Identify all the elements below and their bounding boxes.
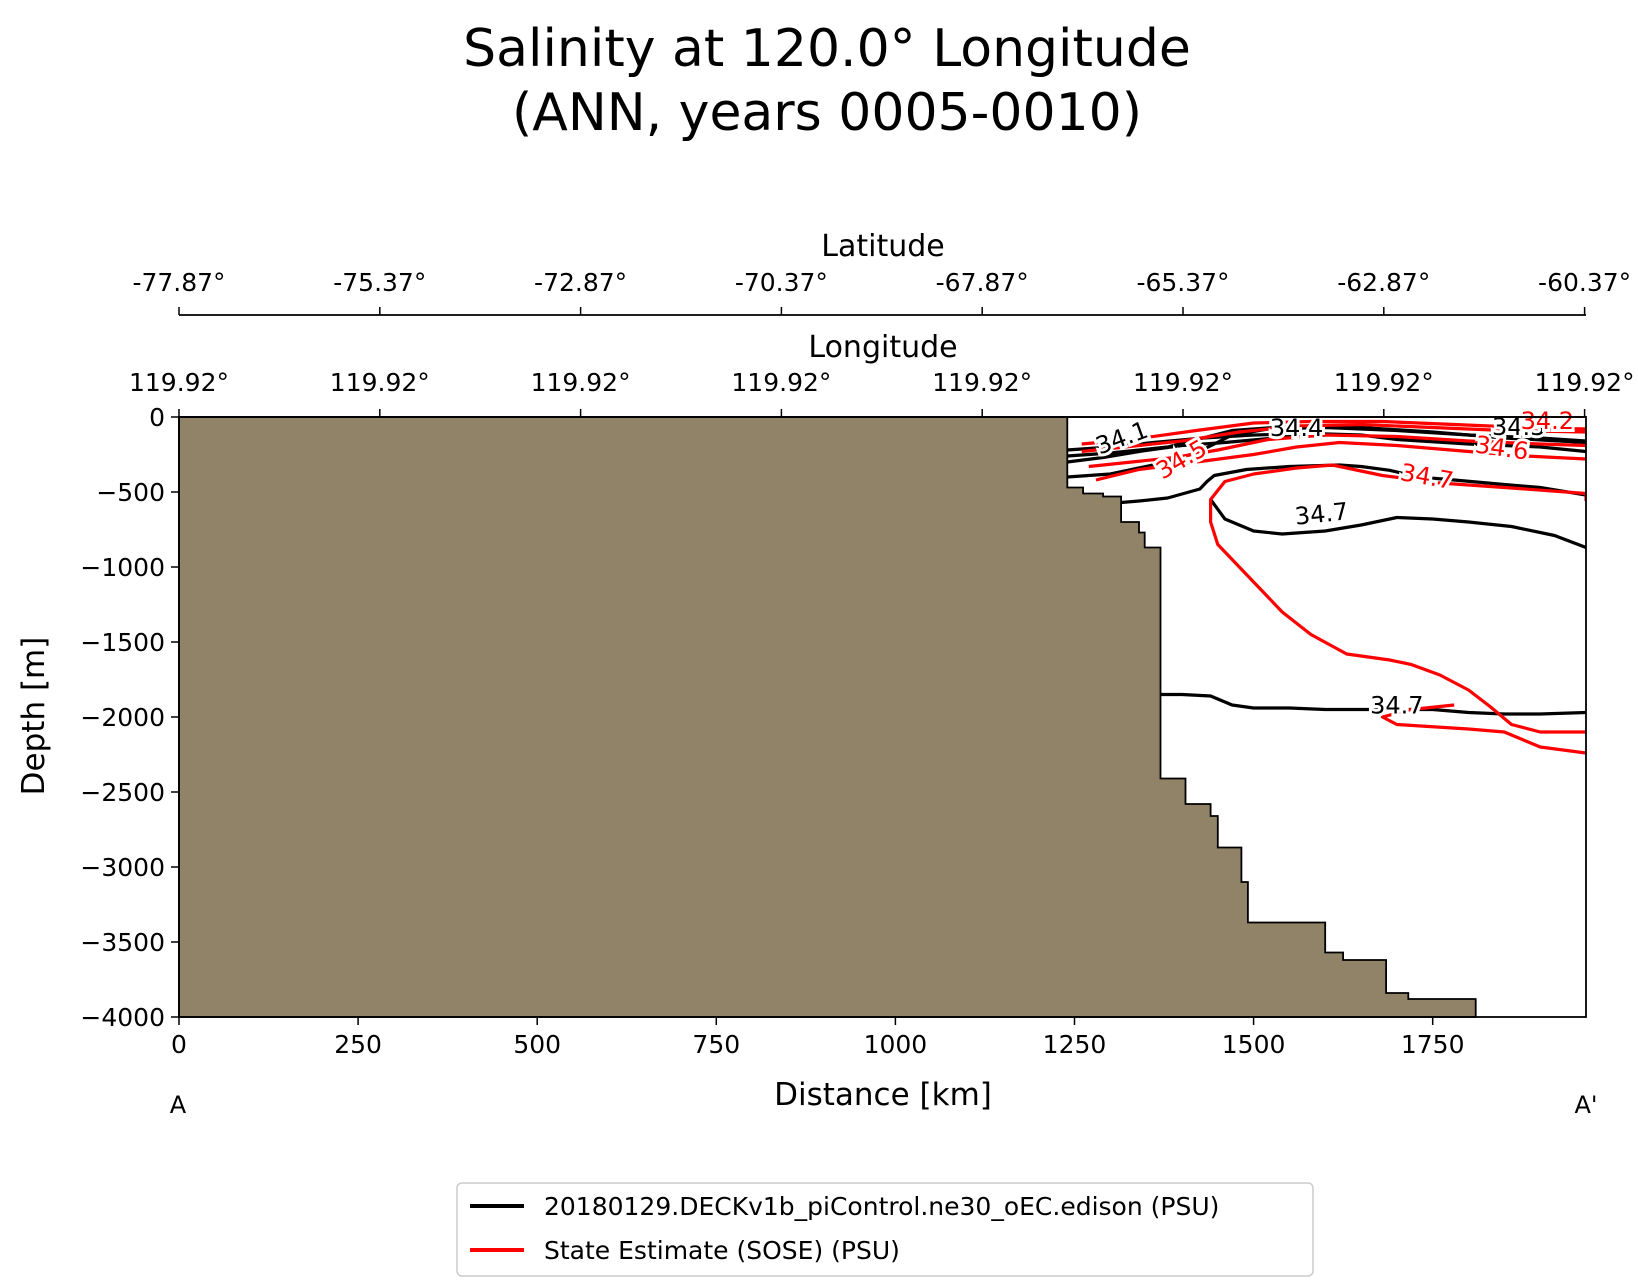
top-tick-label-longitude: 119.92° xyxy=(932,368,1032,397)
chart-title-line1: Salinity at 120.0° Longitude xyxy=(463,19,1191,79)
contour-line-sose-34.5 xyxy=(1088,433,1586,469)
contour-label: 34.4 xyxy=(1270,414,1323,442)
y-tick-label: −2500 xyxy=(80,778,165,807)
y-tick-label: −1500 xyxy=(80,628,165,657)
legend-entry-sose: State Estimate (SOSE) (PSU) xyxy=(544,1236,900,1265)
bathymetry-land xyxy=(178,416,1477,1018)
contour-label: 34.7 xyxy=(1370,691,1423,719)
top-tick-label-longitude: 119.92° xyxy=(731,368,831,397)
top-tick-label-longitude: 119.92° xyxy=(531,368,631,397)
legend-frame xyxy=(456,1182,1314,1277)
x-tick-label: 1500 xyxy=(1222,1030,1286,1059)
top-tick-label-latitude: -75.37° xyxy=(333,268,426,297)
top-tick-label-longitude: 119.92° xyxy=(1133,368,1233,397)
y-axis-label: Depth [m] xyxy=(16,637,52,796)
y-tick-label: −3000 xyxy=(80,853,165,882)
top-tick-label-longitude: 119.92° xyxy=(1535,368,1635,397)
plot-area: 34.734.734.734.634.534.334.434.1 34.20 250… xyxy=(80,268,1634,1059)
legend-entry-model: 20180129.DECKv1b_piControl.ne30_oEC.edis… xyxy=(544,1192,1219,1221)
top-tick-label-longitude: 119.92° xyxy=(129,368,229,397)
contour-line-model-34.7 xyxy=(1160,692,1586,716)
top-tick-label-latitude: -62.87° xyxy=(1337,268,1430,297)
contour-line-sose-34.6 xyxy=(1095,440,1586,482)
top-tick-label-latitude: -72.87° xyxy=(534,268,627,297)
top-axis-longitude-label: Longitude xyxy=(808,330,957,365)
x-tick-label: 1000 xyxy=(864,1030,928,1059)
contour-line-model-34.7 xyxy=(1209,498,1586,549)
top-axis-latitude-label: Latitude xyxy=(821,229,944,264)
contour-line-sose-34.7 xyxy=(1332,463,1586,501)
x-tick-label: 750 xyxy=(692,1030,740,1059)
x-axis-ticks: 0 250 500 750 1000 1250 1500 1750 xyxy=(171,1017,1465,1059)
top-tick-label-latitude: -77.87° xyxy=(132,268,225,297)
contour-line-sose-34.2 xyxy=(1081,419,1586,446)
y-tick-label: −1000 xyxy=(80,553,165,582)
y-tick-label: −2000 xyxy=(80,703,165,732)
top-axis-latitude: -77.87° -75.37° -72.87° -70.37° -67.87° -65.3… xyxy=(132,268,1631,316)
x-axis-label: Distance [km] xyxy=(774,1077,992,1113)
top-tick-label-longitude: 119.92° xyxy=(1334,368,1434,397)
y-tick-label: −500 xyxy=(96,478,165,507)
top-tick-label-longitude: 119.92° xyxy=(330,368,430,397)
top-tick-label-latitude: -65.37° xyxy=(1136,268,1229,297)
top-tick-label-latitude: -67.87° xyxy=(936,268,1029,297)
chart-title-line2: (ANN, years 0005-0010) xyxy=(512,83,1142,143)
y-axis-ticks: 0 −500 −1000 −1500 −2000 −2500 −3000 −3500 −4000 xyxy=(80,403,179,1032)
y-tick-label: −4000 xyxy=(80,1003,165,1032)
contour-line-sose-34.7 xyxy=(1209,463,1586,755)
x-tick-label: 500 xyxy=(513,1030,561,1059)
x-tick-label: 250 xyxy=(334,1030,382,1059)
x-tick-label: 1250 xyxy=(1043,1030,1107,1059)
section-start-label: A xyxy=(170,1091,187,1119)
contour-label: 34.7 xyxy=(1293,497,1349,530)
y-tick-label: −3500 xyxy=(80,928,165,957)
top-tick-label-latitude: -70.37° xyxy=(735,268,828,297)
contour-label: 34.2 xyxy=(1521,407,1574,435)
top-axis-longitude: 119.92° 119.92° 119.92° 119.92° 119.92° 119.9… xyxy=(129,368,1635,418)
section-end-label: A' xyxy=(1574,1091,1597,1119)
y-tick-label: 0 xyxy=(149,403,165,432)
contour-group xyxy=(1067,419,1586,755)
x-tick-label: 1750 xyxy=(1401,1030,1465,1059)
legend: 20180129.DECKv1b_piControl.ne30_oEC.edis… xyxy=(456,1182,1314,1277)
contour-line-sose-34.3 xyxy=(1081,422,1586,454)
top-tick-label-latitude: -60.37° xyxy=(1538,268,1631,297)
x-tick-label: 0 xyxy=(171,1030,187,1059)
